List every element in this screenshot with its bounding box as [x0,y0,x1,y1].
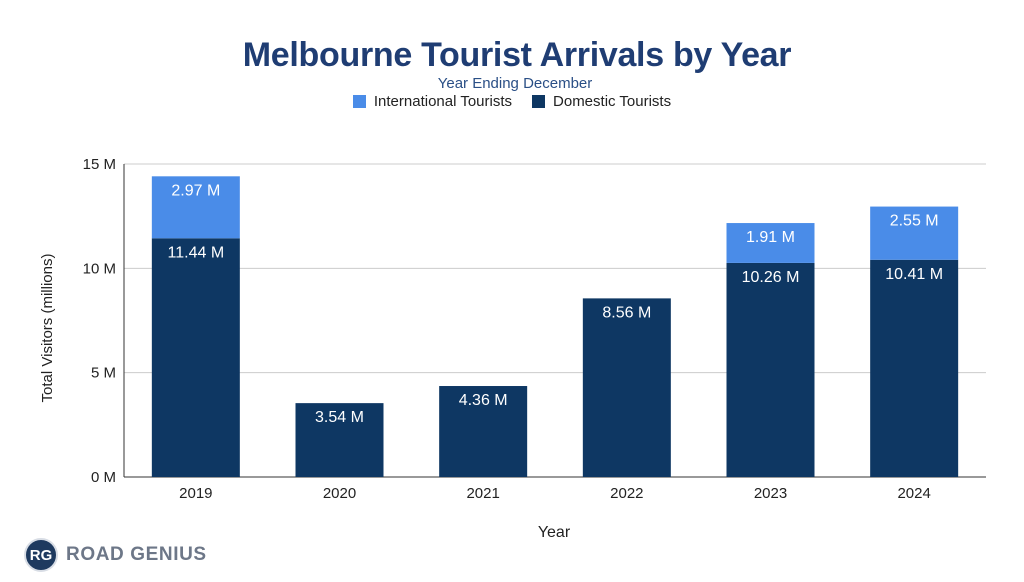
y-axis-title: Total Visitors (millions) [39,254,56,403]
data-label-international-2023: 1.91 M [746,229,795,246]
chart-subtitle: Year Ending December [437,75,593,92]
bar-domestic-2020 [295,403,384,477]
logo-badge-icon: RG [24,538,58,572]
data-label-domestic-2020: 3.54 M [315,409,364,426]
bar-domestic-2022 [582,298,671,477]
data-label-domestic-2022: 8.56 M [602,304,651,321]
legend-swatch-international [352,95,366,108]
x-tick-label-2023: 2023 [754,485,787,502]
x-axis-title: Year [538,524,571,541]
bar-domestic-2023 [726,262,815,477]
y-tick-label-1: 5 M [91,365,116,382]
legend-label-international: International Tourists [373,93,513,110]
data-label-domestic-2023: 10.26 M [742,269,800,286]
data-label-international-2024: 2.55 M [890,213,939,230]
legend-label-domestic: Domestic Tourists [553,93,672,110]
legend-swatch-domestic [532,95,546,108]
x-tick-label-2024: 2024 [897,485,930,502]
bar-international-2024 [870,206,959,260]
x-tick-label-2021: 2021 [466,485,499,502]
chart-title: Melbourne Tourist Arrivals by Year [242,36,792,74]
legend-item-domestic: Domestic Tourists [532,93,671,110]
bar-international-2023 [726,223,815,263]
logo-text: ROAD GENIUS [66,544,207,565]
y-tick-label-2: 10 M [83,260,116,277]
data-label-international-2019: 2.97 M [171,182,220,199]
data-label-domestic-2024: 10.41 M [885,266,943,283]
data-label-domestic-2019: 11.44 M [168,244,225,261]
legend: International Tourists Domestic Tourists [0,93,1024,110]
legend-item-international: International Tourists [352,93,513,110]
data-label-domestic-2021: 4.36 M [459,392,508,409]
x-tick-label-2019: 2019 [179,485,212,502]
y-tick-label-3: 15 M [83,156,116,173]
x-tick-label-2020: 2020 [323,485,356,502]
bar-international-2019 [151,176,240,239]
bar-domestic-2021 [439,386,528,477]
brand-logo: RG ROAD GENIUS [24,538,207,572]
x-tick-label-2022: 2022 [610,485,643,502]
bar-domestic-2024 [870,259,959,477]
y-tick-label-0: 0 M [91,469,116,486]
bar-domestic-2019 [151,238,240,477]
